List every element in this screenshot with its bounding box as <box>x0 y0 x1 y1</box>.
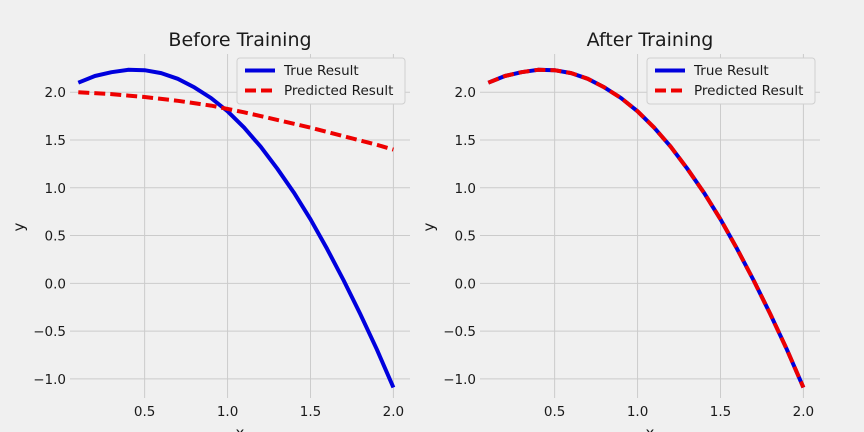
legend-label-predicted-result: Predicted Result <box>284 83 393 99</box>
y-tick-label: 1.5 <box>45 133 66 149</box>
chart-before-training: 0.5 1.0 1.5 2.0 −1.0 −0.5 0.0 0.5 1.0 1.5 2.0 Befo… <box>10 29 410 432</box>
y-tick-label: 1.0 <box>455 181 476 197</box>
legend-label-true-result: True Result <box>283 63 359 79</box>
y-axis-label: y <box>420 222 438 231</box>
x-tick-label: 2.0 <box>383 404 404 420</box>
series <box>77 67 396 389</box>
x-tick-label: 1.0 <box>217 404 238 420</box>
y-axis-label: y <box>10 222 28 231</box>
chart-title: Before Training <box>168 29 311 51</box>
y-tick-label: 0.5 <box>45 229 66 245</box>
y-tick-label: 0.0 <box>455 276 476 292</box>
y-tick-label: −0.5 <box>443 324 476 340</box>
chart-after-training: 0.5 1.0 1.5 2.0 −1.0 −0.5 0.0 0.5 1.0 1.5 2.0 Afte… <box>420 29 820 432</box>
series <box>487 67 806 389</box>
legend-label-true-result: True Result <box>693 63 769 79</box>
ticks: 0.5 1.0 1.5 2.0 −1.0 −0.5 0.0 0.5 1.0 1.5 2.0 <box>33 85 404 420</box>
legend-frame <box>646 57 816 105</box>
legend: True Result Predicted Result <box>646 57 816 105</box>
x-tick-label: 2.0 <box>793 404 814 420</box>
y-tick-label: −1.0 <box>443 372 476 388</box>
series-line-predicted-result <box>78 90 394 152</box>
y-tick-label: 0.0 <box>45 276 66 292</box>
y-tick-label: 2.0 <box>45 85 66 101</box>
ticks: 0.5 1.0 1.5 2.0 −1.0 −0.5 0.0 0.5 1.0 1.5 2.0 <box>443 85 814 420</box>
y-tick-label: 1.0 <box>45 181 66 197</box>
x-axis-label: x <box>646 424 655 432</box>
y-tick-label: 0.5 <box>455 229 476 245</box>
x-tick-label: 1.0 <box>627 404 648 420</box>
chart-title: After Training <box>587 29 714 51</box>
legend-frame <box>236 57 406 105</box>
x-tick-label: 1.5 <box>300 404 321 420</box>
x-tick-label: 0.5 <box>544 404 565 420</box>
y-tick-label: −0.5 <box>33 324 66 340</box>
series-line-predicted-result <box>487 67 806 389</box>
legend-label-predicted-result: Predicted Result <box>694 83 803 99</box>
y-tick-label: −1.0 <box>33 372 66 388</box>
series-line-true-result <box>77 67 396 389</box>
x-axis-label: x <box>236 424 245 432</box>
y-tick-label: 2.0 <box>455 85 476 101</box>
x-tick-label: 1.5 <box>710 404 731 420</box>
y-tick-label: 1.5 <box>455 133 476 149</box>
legend: True Result Predicted Result <box>236 57 406 105</box>
x-tick-label: 0.5 <box>134 404 155 420</box>
